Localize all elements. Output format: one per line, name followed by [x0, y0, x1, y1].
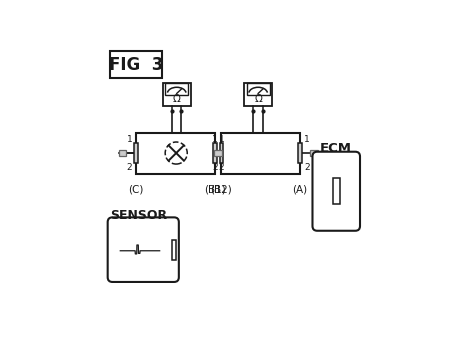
FancyBboxPatch shape	[244, 83, 272, 106]
FancyBboxPatch shape	[333, 178, 340, 204]
FancyBboxPatch shape	[134, 143, 138, 163]
Text: 1: 1	[304, 135, 309, 144]
Text: SENSOR: SENSOR	[110, 209, 167, 222]
FancyBboxPatch shape	[298, 143, 302, 163]
Text: (B1): (B1)	[204, 184, 226, 194]
Text: 2: 2	[126, 163, 132, 172]
FancyBboxPatch shape	[220, 143, 223, 163]
FancyBboxPatch shape	[163, 83, 191, 106]
FancyBboxPatch shape	[310, 150, 318, 155]
FancyBboxPatch shape	[172, 240, 176, 260]
Text: 2: 2	[304, 163, 309, 172]
Text: 2: 2	[212, 163, 217, 172]
Text: 1: 1	[212, 135, 217, 144]
FancyBboxPatch shape	[136, 133, 215, 174]
Text: ECM: ECM	[320, 142, 352, 155]
Text: Ω: Ω	[173, 94, 181, 104]
Text: FIG  3: FIG 3	[109, 56, 163, 74]
FancyBboxPatch shape	[222, 133, 300, 174]
Text: (C): (C)	[128, 184, 144, 194]
FancyBboxPatch shape	[213, 143, 217, 163]
FancyBboxPatch shape	[119, 150, 126, 155]
FancyBboxPatch shape	[110, 51, 162, 78]
FancyBboxPatch shape	[313, 152, 360, 231]
Text: (A): (A)	[293, 184, 308, 194]
FancyBboxPatch shape	[214, 150, 222, 155]
Text: 2: 2	[218, 163, 224, 172]
Text: (B2): (B2)	[211, 184, 232, 194]
FancyBboxPatch shape	[108, 217, 179, 282]
Text: 1: 1	[218, 135, 224, 144]
FancyBboxPatch shape	[247, 83, 269, 94]
Text: 1: 1	[126, 135, 132, 144]
Text: Ω: Ω	[254, 94, 262, 104]
FancyBboxPatch shape	[165, 83, 188, 94]
